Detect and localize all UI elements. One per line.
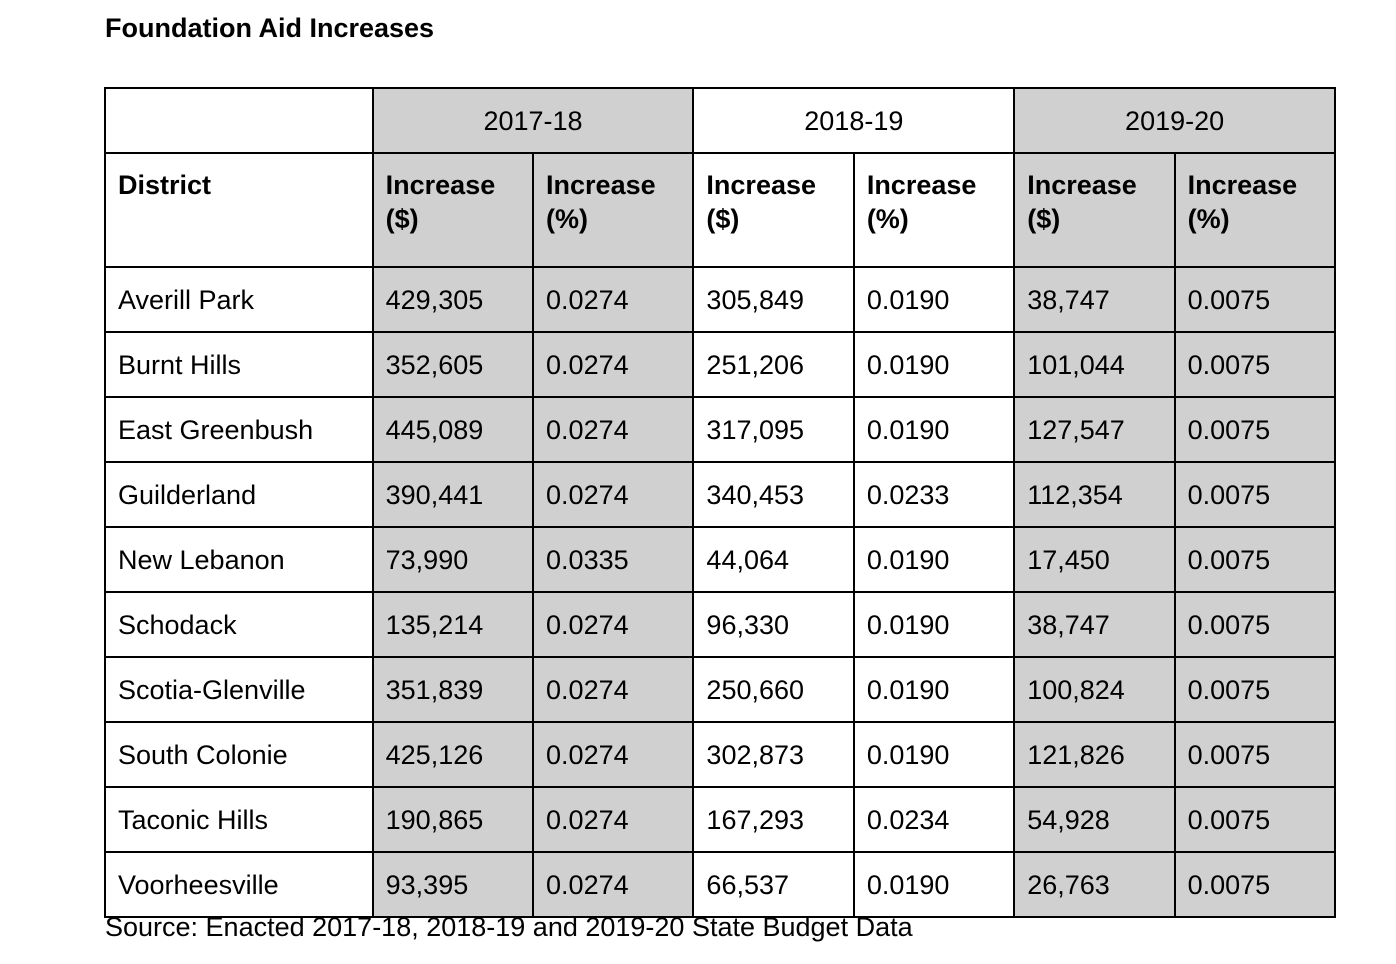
table-row: New Lebanon 73,990 0.0335 44,064 0.0190 17,45…	[104, 526, 1337, 593]
table-row: Schodack 135,214 0.0274 96,330 0.0190 38,747 0…	[104, 591, 1337, 658]
district-cell: Voorheesville	[104, 851, 374, 918]
increase-dollar-cell: 351,839	[371, 656, 535, 723]
increase-percent-cell: 0.0190	[852, 851, 1016, 918]
table-row: Burnt Hills 352,605 0.0274 251,206 0.0190 101…	[104, 331, 1337, 398]
district-cell: Guilderland	[104, 461, 374, 528]
district-cell: East Greenbush	[104, 396, 374, 463]
increase-dollar-cell: 340,453	[692, 461, 855, 528]
increase-dollar-cell: 305,849	[692, 266, 855, 333]
increase-dollar-cell: 352,605	[371, 331, 535, 398]
increase-percent-cell: 0.0274	[532, 331, 695, 398]
increase-dollar-cell: 73,990	[371, 526, 535, 593]
empty-corner-cell	[104, 87, 374, 154]
increase-dollar-cell: 251,206	[692, 331, 855, 398]
table-row: East Greenbush 445,089 0.0274 317,095 0.0190…	[104, 396, 1337, 463]
district-cell: Scotia-Glenville	[104, 656, 374, 723]
table-row: Taconic Hills 190,865 0.0274 167,293 0.0234 5…	[104, 786, 1337, 853]
increase-percent-cell: 0.0075	[1173, 721, 1337, 788]
increase-dollar-cell: 66,537	[692, 851, 855, 918]
table-row: Averill Park 429,305 0.0274 305,849 0.0190 38…	[104, 266, 1337, 333]
increase-dollar-cell: 250,660	[692, 656, 855, 723]
increase-dollar-cell: 317,095	[692, 396, 855, 463]
year-header-row: 2017-18 2018-19 2019-20	[104, 87, 1336, 154]
increase-percent-cell: 0.0190	[852, 526, 1016, 593]
increase-percent-cell: 0.0075	[1173, 786, 1337, 853]
increase-percent-cell: 0.0274	[532, 266, 695, 333]
increase-percent-cell: 0.0190	[852, 656, 1016, 723]
increase-percent-cell: 0.0335	[532, 526, 695, 593]
increase-percent-cell: 0.0234	[852, 786, 1016, 853]
increase-percent-cell: 0.0075	[1173, 591, 1337, 658]
increase-percent-cell: 0.0274	[532, 591, 695, 658]
increase-percent-cell: 0.0075	[1173, 851, 1337, 918]
increase-percent-header: Increase (%)	[852, 152, 1016, 268]
increase-dollar-cell: 425,126	[371, 721, 535, 788]
table-row: Scotia-Glenville 351,839 0.0274 250,660 0.01…	[104, 656, 1337, 723]
increase-dollar-cell: 135,214	[371, 591, 535, 658]
year-header-2017-18: 2017-18	[371, 87, 695, 154]
district-cell: Burnt Hills	[104, 331, 374, 398]
increase-percent-cell: 0.0190	[852, 591, 1016, 658]
increase-dollar-cell: 54,928	[1013, 786, 1176, 853]
year-header-2018-19: 2018-19	[692, 87, 1016, 154]
district-cell: New Lebanon	[104, 526, 374, 593]
increase-percent-cell: 0.0274	[532, 851, 695, 918]
increase-dollar-cell: 127,547	[1013, 396, 1176, 463]
increase-dollar-cell: 17,450	[1013, 526, 1176, 593]
increase-percent-header: Increase (%)	[1173, 152, 1337, 268]
increase-dollar-cell: 96,330	[692, 591, 855, 658]
increase-percent-cell: 0.0274	[532, 461, 695, 528]
column-header-row: District Increase ($) Increase (%) Incre…	[104, 152, 1337, 268]
increase-dollar-cell: 100,824	[1013, 656, 1176, 723]
increase-dollar-cell: 38,747	[1013, 266, 1176, 333]
increase-percent-cell: 0.0075	[1173, 656, 1337, 723]
increase-percent-cell: 0.0233	[852, 461, 1016, 528]
increase-percent-cell: 0.0075	[1173, 461, 1337, 528]
increase-percent-cell: 0.0075	[1173, 331, 1337, 398]
increase-dollar-cell: 101,044	[1013, 331, 1176, 398]
increase-percent-cell: 0.0190	[852, 396, 1016, 463]
increase-percent-cell: 0.0075	[1173, 266, 1337, 333]
increase-percent-cell: 0.0190	[852, 266, 1016, 333]
increase-dollar-header: Increase ($)	[371, 152, 535, 268]
district-cell: South Colonie	[104, 721, 374, 788]
increase-dollar-cell: 38,747	[1013, 591, 1176, 658]
district-cell: Schodack	[104, 591, 374, 658]
increase-percent-header: Increase (%)	[532, 152, 695, 268]
source-note: Source: Enacted 2017-18, 2018-19 and 201…	[105, 912, 913, 942]
increase-percent-cell: 0.0075	[1173, 526, 1337, 593]
increase-percent-cell: 0.0190	[852, 331, 1016, 398]
increase-dollar-cell: 302,873	[692, 721, 855, 788]
increase-percent-cell: 0.0274	[532, 786, 695, 853]
table-row: Voorheesville 93,395 0.0274 66,537 0.0190 26,…	[104, 851, 1337, 918]
district-cell: Taconic Hills	[104, 786, 374, 853]
increase-dollar-cell: 26,763	[1013, 851, 1176, 918]
increase-dollar-cell: 190,865	[371, 786, 535, 853]
foundation-aid-table: 2017-18 2018-19 2019-20 District Increas…	[104, 87, 1337, 918]
year-header-2019-20: 2019-20	[1013, 87, 1336, 154]
increase-percent-cell: 0.0274	[532, 656, 695, 723]
page-title: Foundation Aid Increases	[105, 13, 435, 43]
table-row: Guilderland 390,441 0.0274 340,453 0.0233 112…	[104, 461, 1337, 528]
increase-dollar-header: Increase ($)	[1013, 152, 1176, 268]
table-row: South Colonie 425,126 0.0274 302,873 0.0190 1…	[104, 721, 1337, 788]
increase-percent-cell: 0.0274	[532, 396, 695, 463]
increase-percent-cell: 0.0075	[1173, 396, 1337, 463]
increase-dollar-cell: 445,089	[371, 396, 535, 463]
increase-dollar-cell: 390,441	[371, 461, 535, 528]
increase-dollar-cell: 167,293	[692, 786, 855, 853]
increase-dollar-cell: 429,305	[371, 266, 535, 333]
increase-dollar-cell: 121,826	[1013, 721, 1176, 788]
district-column-header: District	[104, 152, 374, 268]
increase-dollar-header: Increase ($)	[692, 152, 855, 268]
district-cell: Averill Park	[104, 266, 374, 333]
increase-percent-cell: 0.0274	[532, 721, 695, 788]
increase-dollar-cell: 44,064	[692, 526, 855, 593]
increase-percent-cell: 0.0190	[852, 721, 1016, 788]
increase-dollar-cell: 112,354	[1013, 461, 1176, 528]
increase-dollar-cell: 93,395	[371, 851, 535, 918]
